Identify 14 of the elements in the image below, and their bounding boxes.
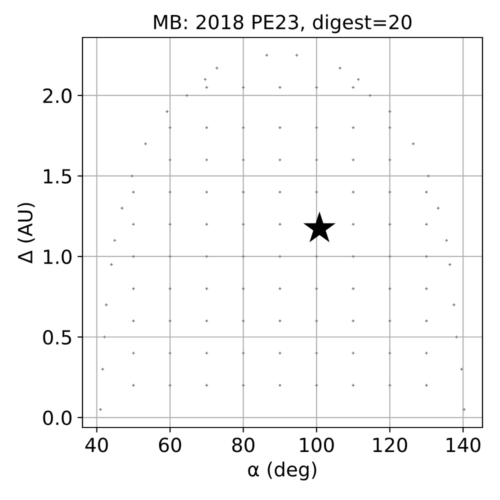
x-tick-label: 80 (232, 438, 254, 452)
x-tick-label: 120 (373, 438, 408, 452)
y-tick-label: 0.5 (43, 330, 72, 345)
y-tick-label: 2.0 (43, 88, 72, 104)
x-tick-label: 60 (159, 438, 182, 452)
x-tick-label: 140 (446, 438, 480, 452)
y-tick-label: 1.0 (44, 249, 72, 264)
y-tick-label: 0.0 (43, 410, 72, 426)
y-axis-title: Δ (AU) (18, 203, 35, 264)
x-axis-title: α (deg) (248, 462, 316, 480)
y-tick-label: 1.5 (44, 169, 72, 184)
chart-title: MB: 2018 PE23, digest=20 (154, 14, 412, 34)
x-tick-label: 40 (85, 438, 108, 452)
x-tick-label: 100 (300, 438, 334, 452)
